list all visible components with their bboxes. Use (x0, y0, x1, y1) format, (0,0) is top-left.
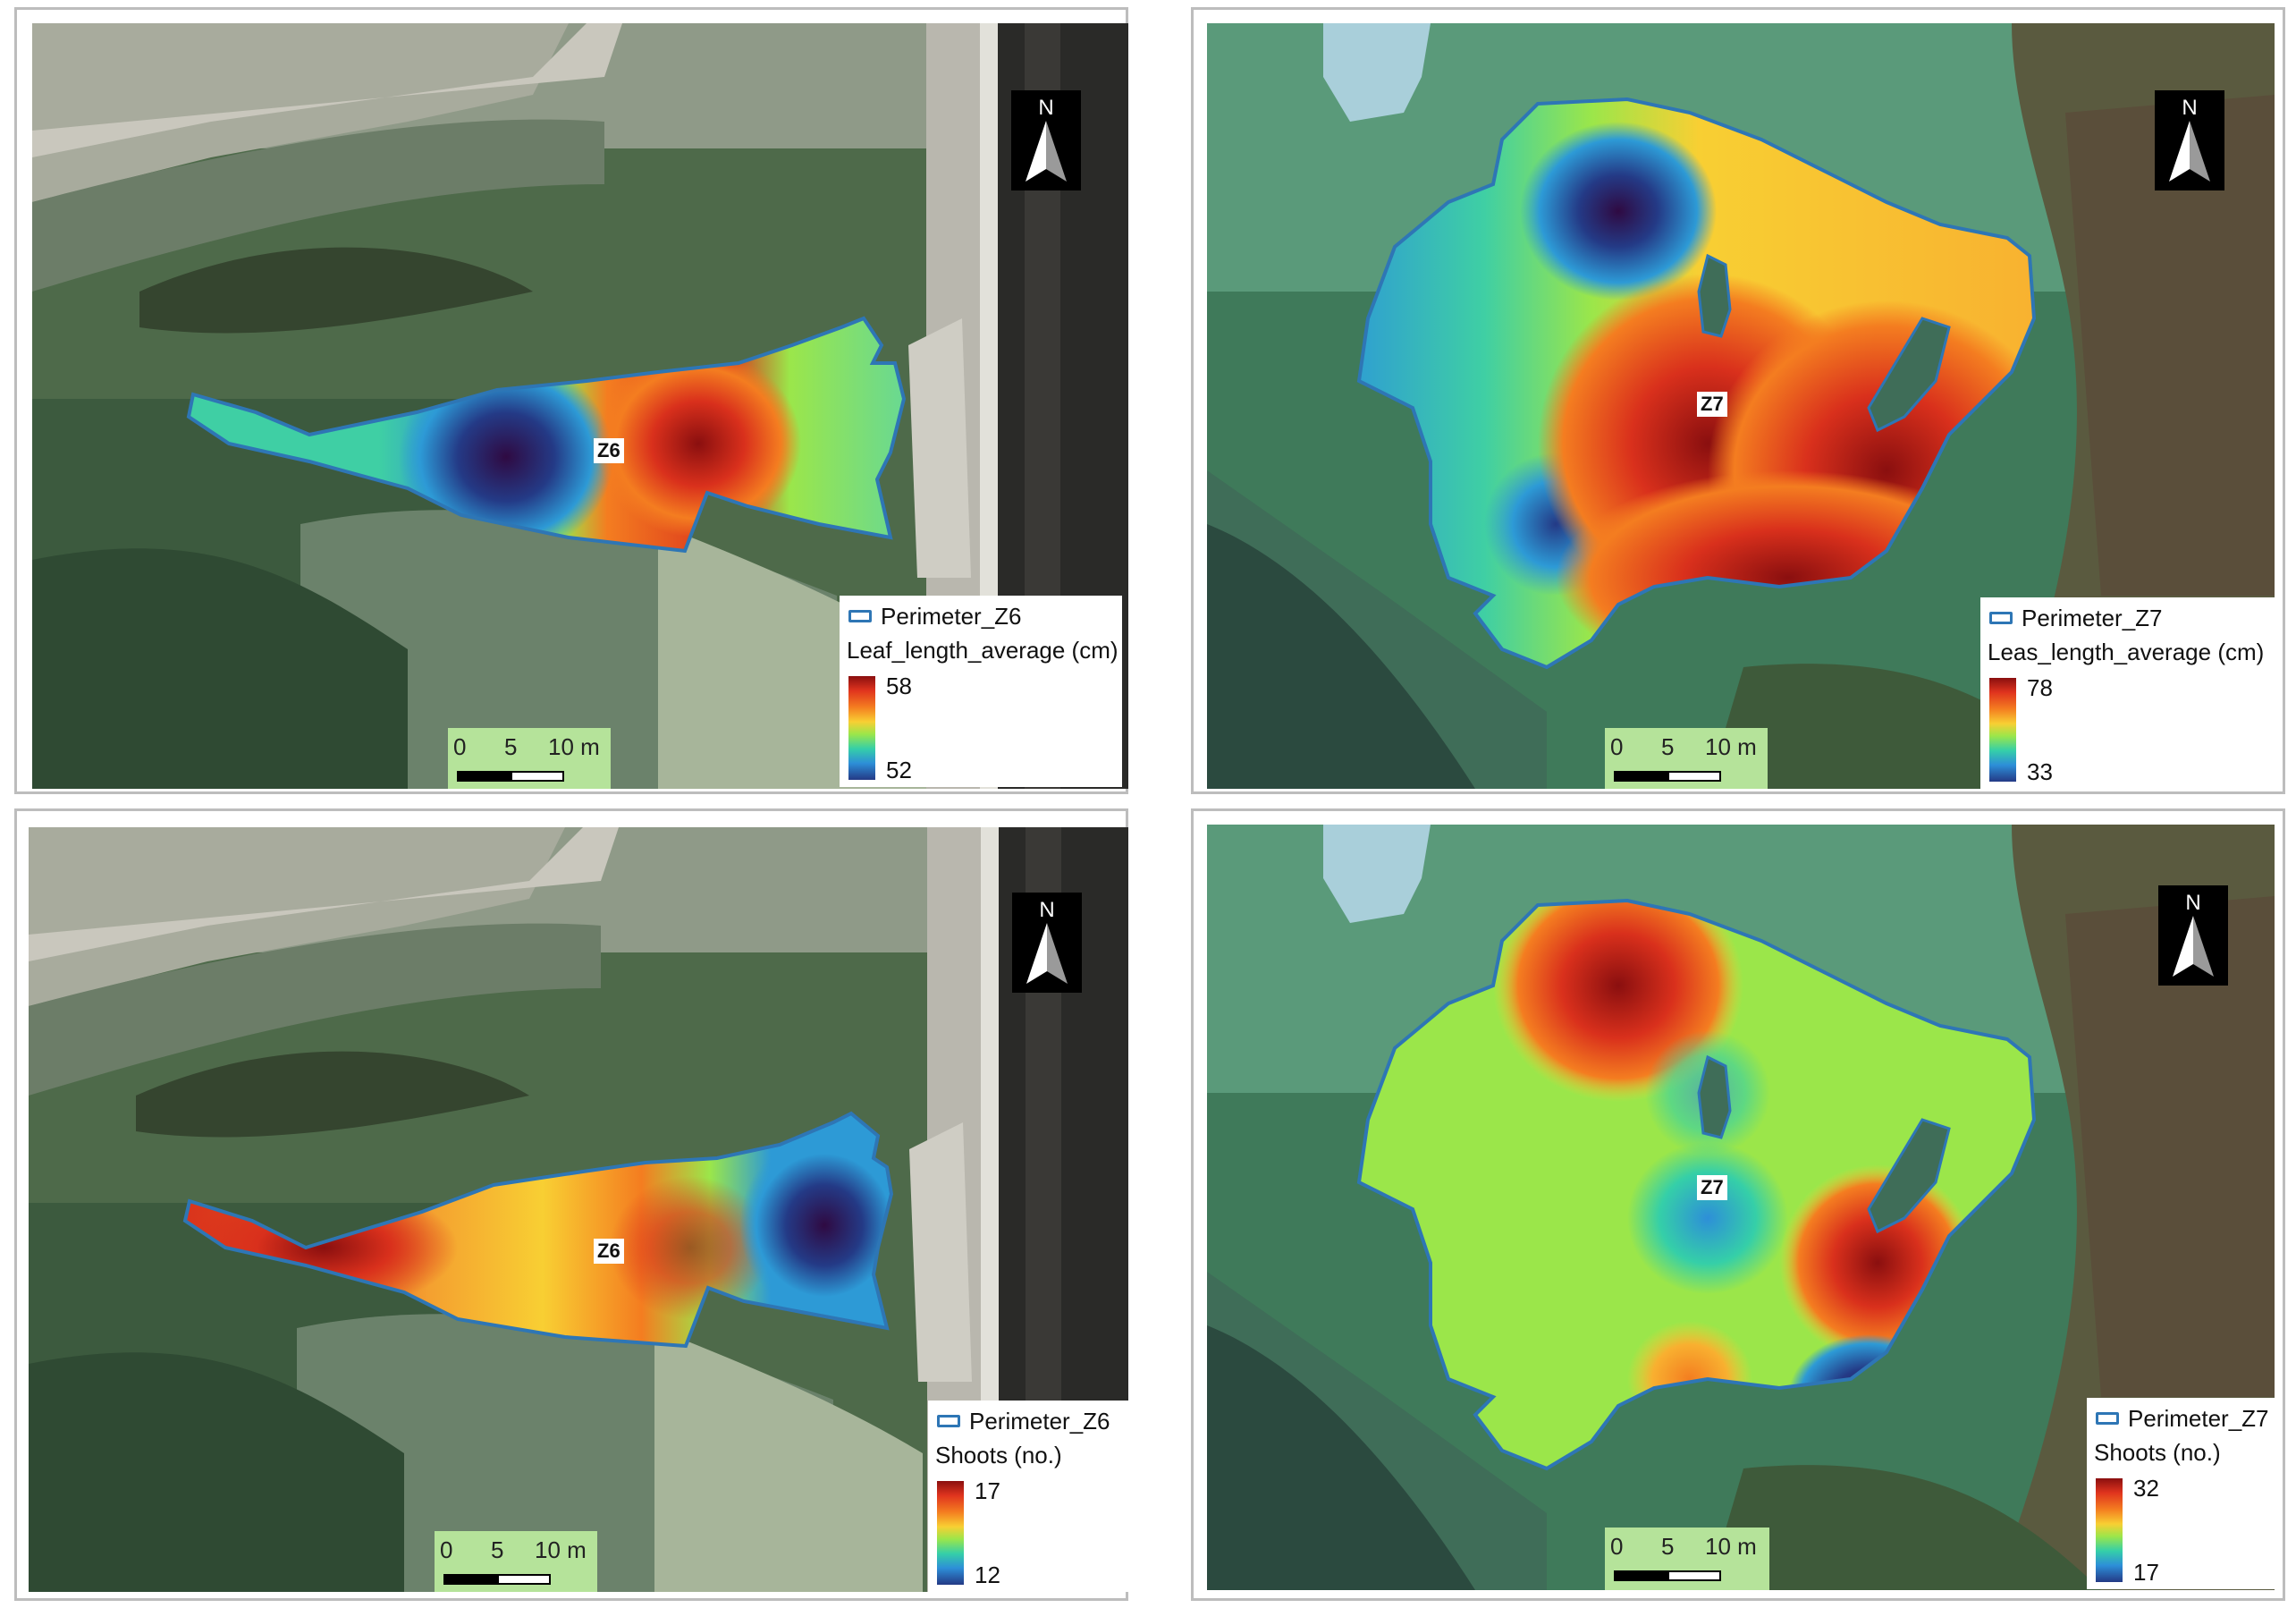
legend: Perimeter_Z7 Leas_length_average (cm) 78… (1980, 597, 2275, 789)
legend-color-ramp (2096, 1478, 2123, 1582)
north-arrow-shape (2173, 916, 2214, 977)
legend: Perimeter_Z6 Shoots (no.) 17 12 (928, 1401, 1128, 1592)
north-arrow-icon: N (1012, 893, 1082, 993)
scale-bar: 0 5 10 m (1605, 728, 1768, 789)
aerial-imagery (32, 23, 1128, 789)
scale-tick-10: 10 m (1705, 733, 1757, 760)
north-arrow-icon: N (1011, 90, 1081, 190)
north-label: N (2182, 96, 2198, 120)
perimeter-swatch (848, 610, 872, 622)
map-panel-z6-leaf-length: N Z6 0 5 10 m Perimeter_Z6 Leaf_length_a… (14, 7, 1128, 794)
scale-tick-10: 10 m (1705, 1533, 1757, 1560)
map-panel-z6-shoots: N Z6 0 5 10 m Perimeter_Z6 Shoots (no.) … (14, 808, 1128, 1601)
scale-bar: 0 5 10 m (435, 1531, 597, 1592)
legend-perimeter-label: Perimeter_Z7 (2128, 1405, 2269, 1432)
legend-min-value: 33 (2027, 758, 2053, 785)
legend-max-value: 58 (886, 673, 912, 699)
north-label: N (1039, 898, 1055, 922)
north-arrow-icon: N (2158, 885, 2228, 986)
perimeter-swatch (937, 1415, 960, 1427)
scale-bar-graphic (1614, 1570, 1721, 1581)
aerial-map-z6: N Z6 0 5 10 m Perimeter_Z6 Shoots (no.) … (29, 827, 1128, 1592)
legend-variable-label: Leaf_length_average (cm) (847, 637, 1118, 664)
legend-min-value: 12 (975, 1561, 1000, 1588)
aerial-map-z6: N Z6 0 5 10 m Perimeter_Z6 Leaf_length_a… (32, 23, 1128, 789)
north-arrow-shape (2169, 121, 2210, 182)
aerial-map-z7: N Z7 0 5 10 m Perimeter_Z7 Shoots (no.) … (1207, 825, 2275, 1590)
legend-variable-label: Shoots (no.) (935, 1442, 1062, 1468)
legend-variable-label: Shoots (no.) (2094, 1439, 2221, 1466)
legend-variable-label: Leas_length_average (cm) (1988, 639, 2265, 665)
scale-tick-10: 10 m (535, 1536, 587, 1563)
scale-tick-0: 0 (1610, 733, 1624, 760)
legend: Perimeter_Z7 Shoots (no.) 32 17 (2087, 1398, 2275, 1589)
zone-label: Z6 (594, 1239, 624, 1264)
perimeter-swatch (1989, 612, 2013, 624)
scale-tick-5: 5 (1661, 733, 1675, 760)
perimeter-swatch (2096, 1412, 2119, 1425)
legend-perimeter-label: Perimeter_Z6 (881, 603, 1022, 630)
legend-max-value: 17 (975, 1477, 1000, 1504)
legend-max-value: 32 (2133, 1475, 2159, 1502)
north-label: N (2185, 891, 2201, 915)
north-arrow-shape (1026, 923, 1068, 984)
legend-min-value: 17 (2133, 1559, 2159, 1586)
legend-max-value: 78 (2027, 674, 2053, 701)
legend: Perimeter_Z6 Leaf_length_average (cm) 58… (840, 596, 1122, 787)
scale-tick-5: 5 (504, 733, 518, 760)
north-label: N (1038, 96, 1054, 120)
legend-perimeter-label: Perimeter_Z6 (969, 1408, 1110, 1435)
legend-min-value: 52 (886, 757, 912, 783)
legend-color-ramp (1989, 678, 2016, 782)
zone-label: Z7 (1697, 1175, 1727, 1200)
scale-bar-graphic (457, 771, 564, 782)
map-panel-z7-leaf-length: N Z7 0 5 10 m Perimeter_Z7 Leas_length_a… (1191, 7, 2285, 794)
scale-tick-5: 5 (1661, 1533, 1675, 1560)
north-arrow-shape (1026, 121, 1067, 182)
scale-tick-0: 0 (1610, 1533, 1624, 1560)
zone-label: Z6 (594, 438, 624, 463)
scale-tick-0: 0 (453, 733, 467, 760)
scale-tick-10: 10 m (548, 733, 600, 760)
legend-perimeter-label: Perimeter_Z7 (2022, 605, 2163, 631)
scale-bar: 0 5 10 m (448, 728, 611, 789)
zone-label: Z7 (1697, 392, 1727, 417)
scale-tick-5: 5 (491, 1536, 504, 1563)
legend-color-ramp (848, 676, 875, 780)
scale-bar-graphic (443, 1574, 551, 1585)
aerial-map-z7: N Z7 0 5 10 m Perimeter_Z7 Leas_length_a… (1207, 23, 2275, 789)
scale-bar-graphic (1614, 771, 1721, 782)
legend-color-ramp (937, 1481, 964, 1585)
scale-bar: 0 5 10 m (1605, 1528, 1769, 1590)
map-panel-z7-shoots: N Z7 0 5 10 m Perimeter_Z7 Shoots (no.) … (1191, 808, 2285, 1601)
scale-tick-0: 0 (440, 1536, 453, 1563)
north-arrow-icon: N (2155, 90, 2224, 190)
